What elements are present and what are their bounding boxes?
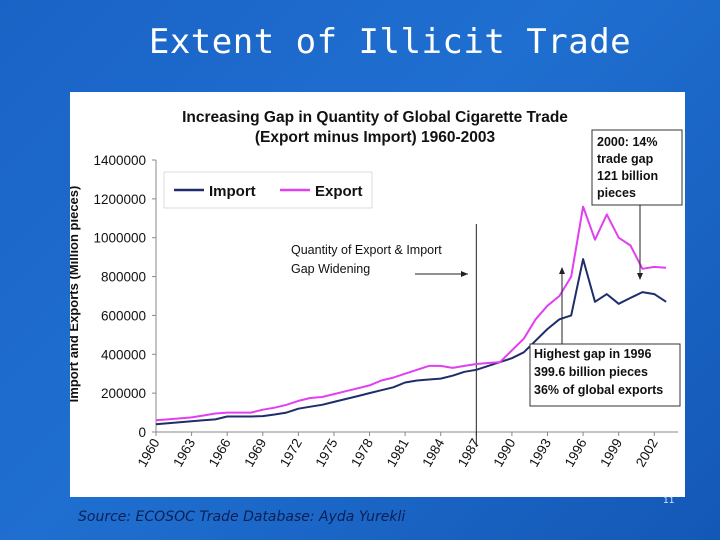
series-line-import xyxy=(155,258,667,426)
y-tick-label: 0 xyxy=(138,425,146,440)
series-line-export xyxy=(155,205,667,422)
annotation-gap-line2: Gap Widening xyxy=(291,262,370,276)
cigarette-trade-chart: Increasing Gap in Quantity of Global Cig… xyxy=(70,109,683,470)
annotation-2000-line: pieces xyxy=(597,186,636,200)
y-axis-label: Import and Exports (Million pieces) xyxy=(70,186,81,403)
x-tick-label: 1966 xyxy=(206,436,234,470)
x-tick-label: 1996 xyxy=(562,436,590,470)
annotation-gap-line1: Quantity of Export & Import xyxy=(291,243,442,257)
x-tick-label: 1993 xyxy=(526,436,554,470)
annotation-highest-line: Highest gap in 1996 xyxy=(534,347,651,361)
annotation-gap-arrowhead xyxy=(461,271,468,277)
y-tick-label: 1000000 xyxy=(93,231,146,246)
legend-label-export: Export xyxy=(315,183,363,200)
x-tick-label: 1960 xyxy=(135,436,163,470)
annotation-highest-line: 36% of global exports xyxy=(534,383,663,397)
chart-panel: Increasing Gap in Quantity of Global Cig… xyxy=(70,92,685,497)
y-tick-label: 800000 xyxy=(101,270,146,285)
x-tick-label: 1987 xyxy=(455,436,483,470)
y-tick-label: 400000 xyxy=(101,347,146,362)
chart-subtitle: (Export minus Import) 1960-2003 xyxy=(255,129,496,146)
source-note: Source: ECOSOC Trade Database: Ayda Yure… xyxy=(78,509,406,525)
x-tick-label: 1981 xyxy=(384,436,412,470)
x-tick-label: 1999 xyxy=(597,436,625,470)
annotation-highest-line: 399.6 billion pieces xyxy=(534,365,648,379)
annotation-2000-arrowhead xyxy=(637,273,643,280)
x-tick-label: 1963 xyxy=(170,436,198,470)
chart-title: Increasing Gap in Quantity of Global Cig… xyxy=(182,109,568,126)
x-tick-label: 1969 xyxy=(241,436,269,470)
x-tick-label: 1984 xyxy=(419,436,447,470)
x-tick-label: 1990 xyxy=(490,436,518,470)
y-tick-label: 1200000 xyxy=(93,192,146,207)
annotation-2000-line: 2000: 14% xyxy=(597,135,657,149)
annotation-2000-box xyxy=(591,129,683,206)
y-tick-label: 1400000 xyxy=(93,153,146,168)
legend-label-import: Import xyxy=(209,183,256,200)
x-tick-label: 1978 xyxy=(348,436,376,470)
slide-title: Extent of Illicit Trade xyxy=(148,22,632,62)
annotation-2000-line: trade gap xyxy=(597,152,654,166)
x-tick-label: 1972 xyxy=(277,436,305,470)
annotation-highest-arrowhead xyxy=(559,267,565,274)
x-tick-label: 1975 xyxy=(313,436,341,470)
y-tick-label: 600000 xyxy=(101,308,146,323)
annotation-2000-line: 121 billion xyxy=(597,169,658,183)
x-tick-label: 2002 xyxy=(633,436,661,470)
annotation-highest-box xyxy=(529,343,681,407)
y-tick-label: 200000 xyxy=(101,386,146,401)
slide-number: 11 xyxy=(663,496,675,506)
